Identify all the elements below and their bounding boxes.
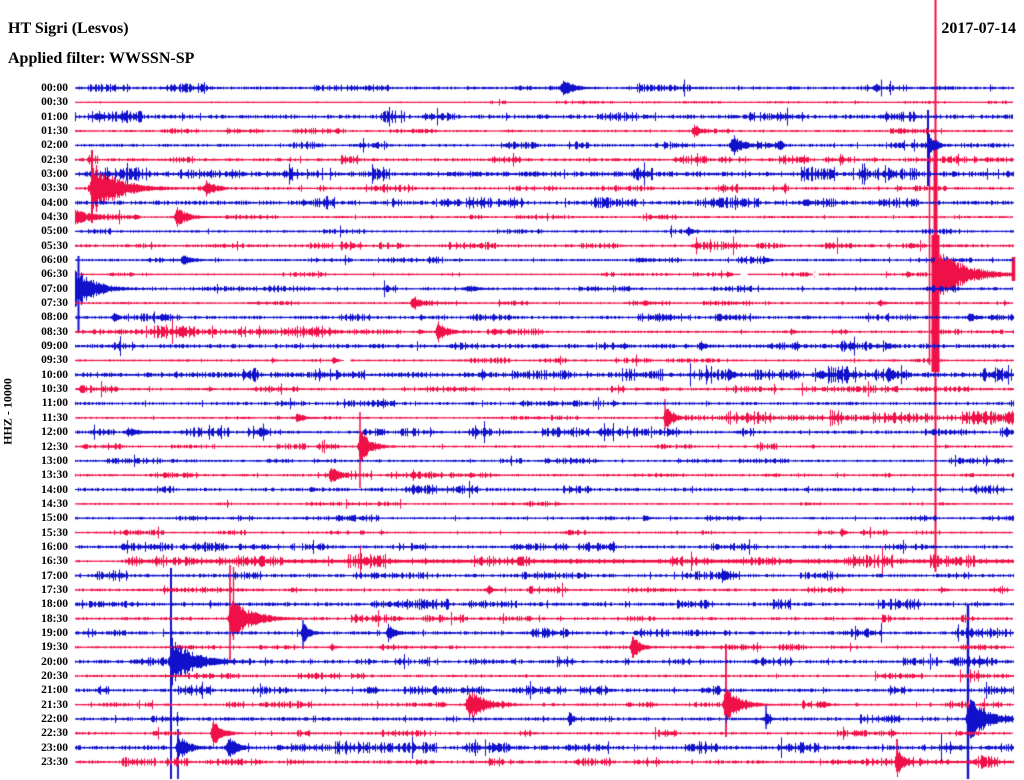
- time-label-20:00: 20:00: [41, 655, 68, 668]
- station-title: HT Sigri (Lesvos): [8, 20, 129, 37]
- time-label-12:30: 12:30: [41, 440, 68, 453]
- time-label-15:00: 15:00: [41, 512, 68, 525]
- time-label-21:30: 21:30: [41, 698, 68, 711]
- time-label-16:00: 16:00: [41, 540, 68, 553]
- time-label-07:30: 07:30: [41, 297, 68, 310]
- time-label-13:30: 13:30: [41, 469, 68, 482]
- time-label-08:00: 08:00: [41, 311, 68, 324]
- time-label-22:30: 22:30: [41, 727, 68, 740]
- time-label-19:00: 19:00: [41, 626, 68, 639]
- time-label-17:00: 17:00: [41, 569, 68, 582]
- time-label-19:30: 19:30: [41, 641, 68, 654]
- plot-date: 2017-07-14: [941, 20, 1016, 37]
- time-label-18:00: 18:00: [41, 598, 68, 611]
- time-label-10:00: 10:00: [41, 368, 68, 381]
- time-label-22:00: 22:00: [41, 712, 68, 725]
- time-label-14:00: 14:00: [41, 483, 68, 496]
- time-label-13:00: 13:00: [41, 454, 68, 467]
- time-label-01:00: 01:00: [41, 110, 68, 123]
- time-label-09:30: 09:30: [41, 354, 68, 367]
- time-label-21:00: 21:00: [41, 684, 68, 697]
- time-label-04:30: 04:30: [41, 211, 68, 224]
- time-label-16:30: 16:30: [41, 555, 68, 568]
- time-label-11:30: 11:30: [41, 411, 68, 424]
- time-label-06:30: 06:30: [41, 268, 68, 281]
- time-label-09:00: 09:00: [41, 340, 68, 353]
- time-label-10:30: 10:30: [41, 383, 68, 396]
- time-label-11:00: 11:00: [41, 397, 68, 410]
- time-label-23:30: 23:30: [41, 756, 68, 768]
- applied-filter-label: Applied filter: WWSSN-SP: [8, 50, 195, 67]
- time-label-14:30: 14:30: [41, 497, 68, 510]
- time-label-00:30: 00:30: [41, 96, 68, 109]
- time-label-23:00: 23:00: [41, 741, 68, 754]
- time-label-08:30: 08:30: [41, 325, 68, 338]
- time-label-05:00: 05:00: [41, 225, 68, 238]
- time-label-03:30: 03:30: [41, 182, 68, 195]
- time-label-05:30: 05:30: [41, 239, 68, 252]
- time-label-12:00: 12:00: [41, 426, 68, 439]
- time-label-00:00: 00:00: [41, 82, 68, 94]
- time-label-02:00: 02:00: [41, 139, 68, 152]
- time-label-02:30: 02:30: [41, 153, 68, 166]
- time-label-01:30: 01:30: [41, 125, 68, 138]
- time-label-17:30: 17:30: [41, 583, 68, 596]
- time-label-07:00: 07:00: [41, 282, 68, 295]
- time-label-06:00: 06:00: [41, 254, 68, 267]
- time-label-15:30: 15:30: [41, 526, 68, 539]
- time-label-04:00: 04:00: [41, 196, 68, 209]
- time-label-03:00: 03:00: [41, 168, 68, 181]
- time-label-20:30: 20:30: [41, 669, 68, 682]
- time-label-18:30: 18:30: [41, 612, 68, 625]
